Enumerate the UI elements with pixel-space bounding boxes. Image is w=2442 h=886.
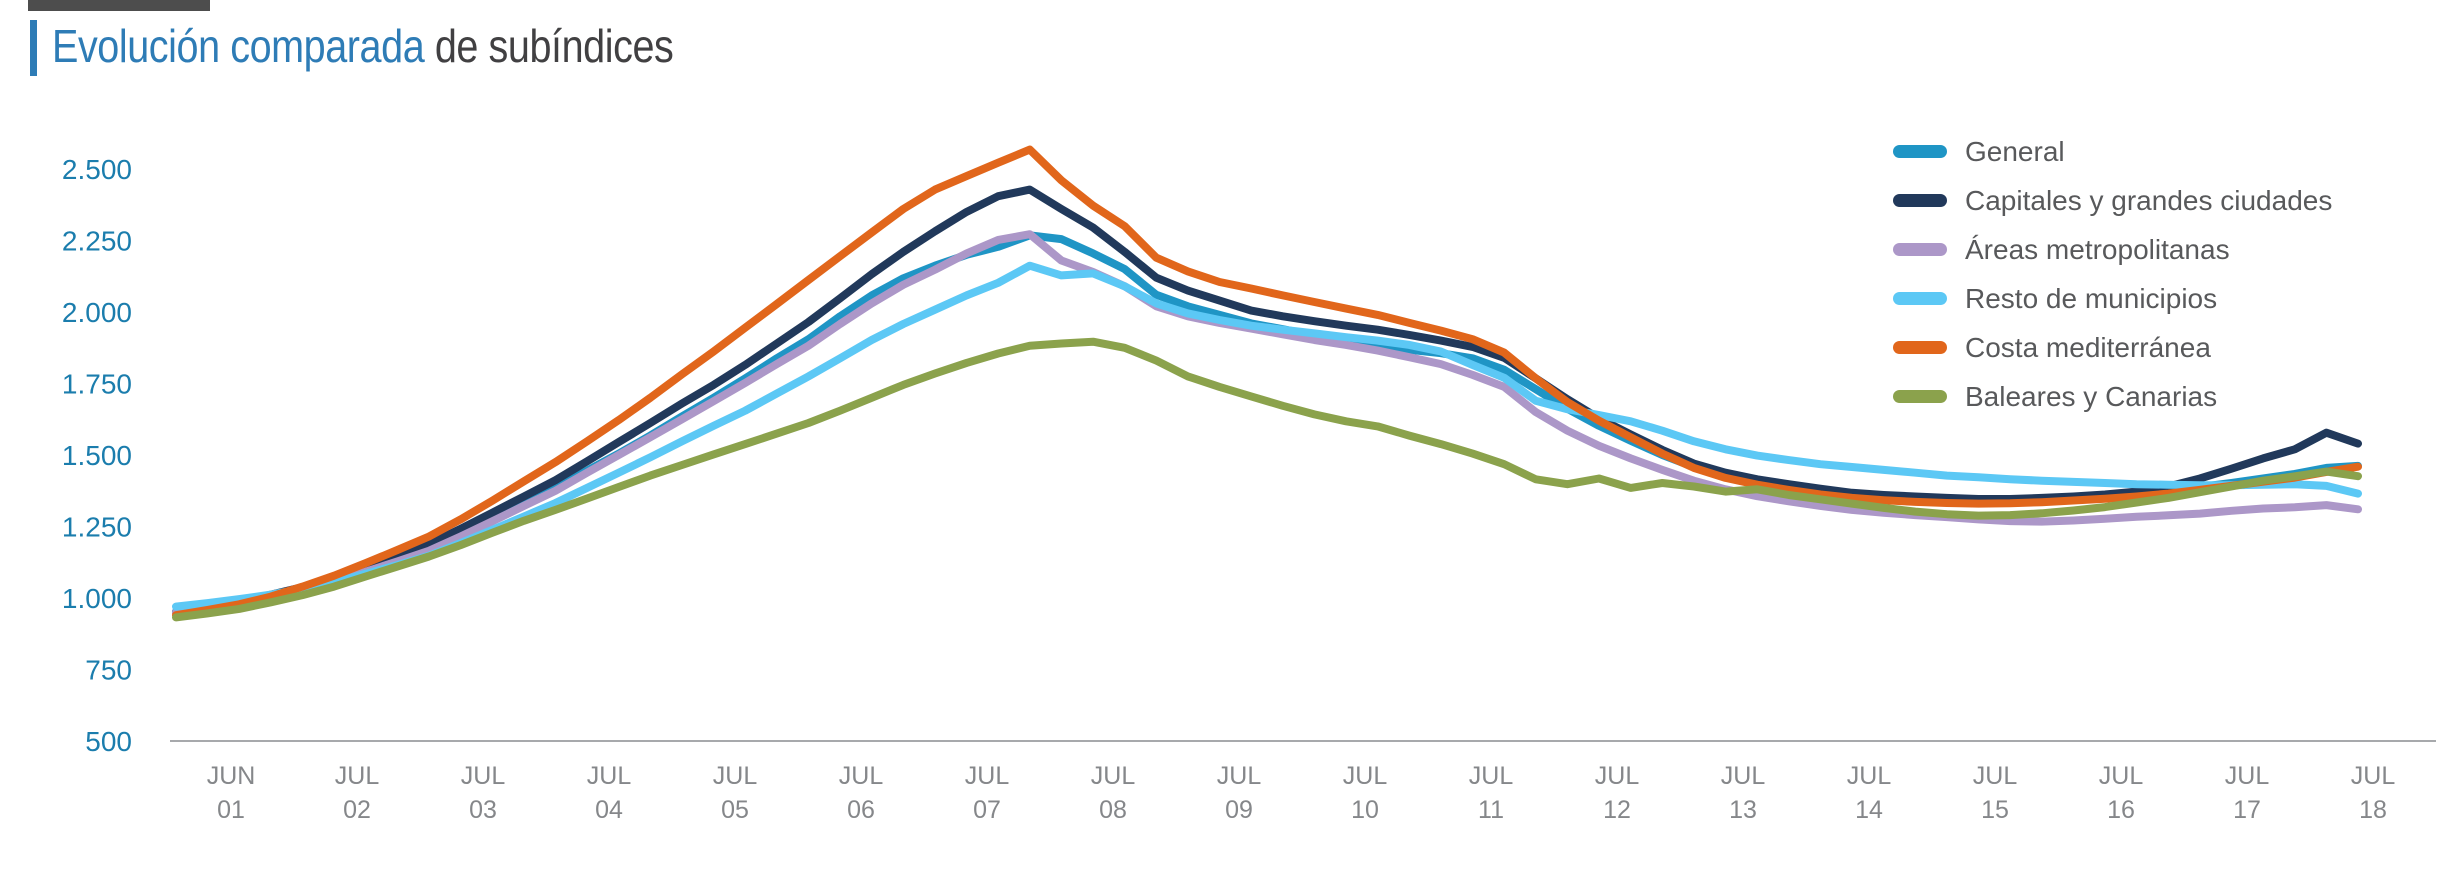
y-tick-label: 1.250 — [62, 512, 132, 543]
x-tick-year: 01 — [217, 796, 245, 824]
x-tick-month: JUL — [2225, 762, 2270, 790]
y-tick-label: 750 — [85, 655, 132, 686]
x-tick-month: JUL — [1217, 762, 1262, 790]
x-tick-year: 16 — [2107, 796, 2135, 824]
x-tick-month: JUL — [1091, 762, 1136, 790]
x-tick-month: JUL — [839, 762, 884, 790]
legend-swatch-resto-de-municipios — [1893, 292, 1947, 305]
y-tick-label: 1.750 — [62, 369, 132, 400]
x-tick-year: 09 — [1225, 796, 1253, 824]
legend-label: General — [1965, 135, 2065, 167]
x-tick-year: 14 — [1855, 796, 1883, 824]
legend-label: Costa mediterránea — [1965, 331, 2211, 363]
legend-swatch-capitales-y-grandes-ciudades — [1893, 194, 1947, 207]
x-tick-year: 12 — [1603, 796, 1631, 824]
x-tick-month: JUL — [2099, 762, 2144, 790]
legend-item-resto-de-municipios[interactable]: Resto de municipios — [1893, 274, 2332, 323]
x-tick-month: JUL — [1343, 762, 1388, 790]
x-tick-year: 05 — [721, 796, 749, 824]
x-tick-year: 15 — [1981, 796, 2009, 824]
legend-item-baleares-y-canarias[interactable]: Baleares y Canarias — [1893, 372, 2332, 421]
legend-label: Baleares y Canarias — [1965, 380, 2218, 412]
x-tick-year: 13 — [1729, 796, 1757, 824]
x-tick-year: 10 — [1351, 796, 1379, 824]
series-line-baleares-y-canarias — [172, 337, 2362, 622]
x-tick-month: JUL — [2351, 762, 2396, 790]
x-tick-month: JUL — [1973, 762, 2018, 790]
y-tick-label: 1.500 — [62, 440, 132, 471]
legend-item-areas-metropolitanas[interactable]: Áreas metropolitanas — [1893, 225, 2332, 274]
legend-label: Resto de municipios — [1965, 282, 2218, 314]
x-tick-year: 07 — [973, 796, 1001, 824]
x-tick-month: JUL — [587, 762, 632, 790]
y-tick-label: 2.000 — [62, 297, 132, 328]
x-tick-month: JUN — [207, 762, 256, 790]
y-tick-label: 2.500 — [62, 154, 132, 185]
legend: General Capitales y grandes ciudades Áreas… — [1893, 127, 2332, 421]
title-accent-bar — [30, 20, 37, 76]
series-line-resto-de-municipios — [172, 261, 2362, 611]
legend-item-costa-mediterranea[interactable]: Costa mediterránea — [1893, 323, 2332, 372]
x-tick-year: 11 — [1478, 796, 1504, 824]
legend-swatch-costa-mediterranea — [1893, 341, 1947, 354]
x-tick-year: 04 — [595, 796, 623, 824]
x-tick-year: 03 — [469, 796, 497, 824]
legend-label: Capitales y grandes ciudades — [1965, 184, 2333, 216]
y-tick-label: 2.250 — [62, 226, 132, 257]
x-tick-year: 18 — [2359, 796, 2387, 824]
series-line-costa-mediterranea — [172, 145, 2362, 620]
page-title-rest: de subíndices — [424, 20, 674, 72]
x-tick-month: JUL — [965, 762, 1010, 790]
chart-header: Evolución comparada de subíndices — [30, 14, 775, 78]
x-tick-month: JUL — [461, 762, 506, 790]
cropped-toolbar-artifact — [28, 0, 210, 11]
x-tick-year: 02 — [343, 796, 371, 824]
legend-swatch-areas-metropolitanas — [1893, 243, 1947, 256]
legend-item-general[interactable]: General — [1893, 127, 2332, 176]
x-tick-month: JUL — [1595, 762, 1640, 790]
x-tick-month: JUL — [1721, 762, 1766, 790]
legend-label: Áreas metropolitanas — [1965, 233, 2230, 265]
x-tick-year: 17 — [2233, 796, 2261, 824]
page-title: Evolución comparada de subíndices — [52, 14, 674, 78]
x-tick-year: 06 — [847, 796, 875, 824]
y-tick-label: 1.000 — [62, 583, 132, 614]
legend-swatch-baleares-y-canarias — [1893, 390, 1947, 403]
x-tick-year: 08 — [1099, 796, 1127, 824]
page-title-highlight: Evolución comparada — [52, 20, 425, 72]
series-line-capitales-y-grandes-ciudades — [172, 185, 2362, 617]
legend-swatch-general — [1893, 145, 1947, 158]
x-tick-month: JUL — [1469, 762, 1514, 790]
x-tick-month: JUL — [335, 762, 380, 790]
legend-item-capitales-y-grandes-ciudades[interactable]: Capitales y grandes ciudades — [1893, 176, 2332, 225]
x-tick-month: JUL — [1847, 762, 1892, 790]
y-tick-label: 500 — [85, 726, 132, 757]
x-tick-month: JUL — [713, 762, 758, 790]
